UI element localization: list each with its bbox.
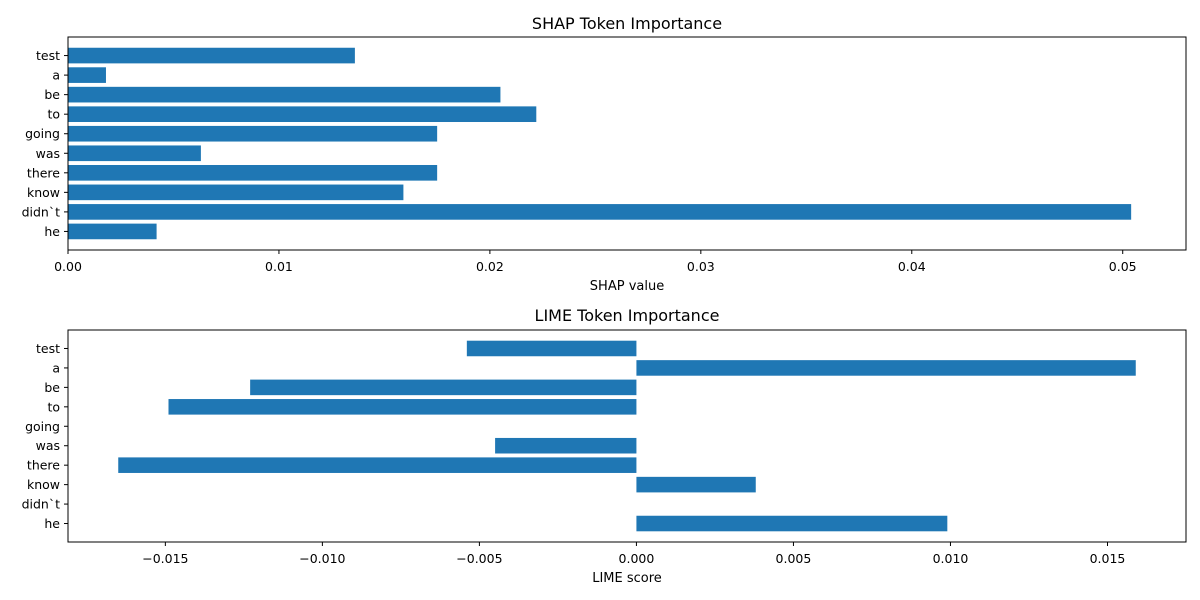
x-tick-label: 0.000	[619, 551, 655, 566]
x-tick-label: 0.00	[54, 259, 82, 274]
x-tick-label: −0.010	[299, 551, 345, 566]
bar-to	[168, 399, 637, 415]
bar-didnt	[68, 204, 1132, 220]
y-tick-label: a	[52, 360, 60, 375]
x-axis-label: LIME score	[592, 571, 662, 586]
x-tick-label: 0.03	[687, 259, 715, 274]
y-tick-label: he	[44, 224, 60, 239]
x-axis-label: SHAP value	[590, 279, 664, 294]
y-tick-label: didn`t	[22, 204, 61, 219]
y-tick-label: going	[25, 419, 60, 434]
y-tick-label: didn`t	[22, 497, 61, 512]
x-tick-label: 0.010	[933, 551, 969, 566]
bar-a	[636, 360, 1136, 376]
bar-going	[68, 125, 438, 142]
bar-there	[68, 164, 438, 181]
y-tick-label: be	[44, 380, 60, 395]
x-tick-label: 0.005	[776, 551, 812, 566]
bar-know	[68, 184, 404, 201]
chart-title: SHAP Token Importance	[532, 14, 722, 33]
y-tick-label: a	[52, 68, 60, 83]
bar-be	[250, 379, 637, 396]
y-tick-label: test	[36, 341, 60, 356]
bar-there	[118, 457, 637, 473]
x-tick-label: 0.02	[476, 259, 504, 274]
x-tick-label: 0.05	[1109, 259, 1137, 274]
bar-he	[68, 223, 157, 240]
x-tick-label: −0.005	[456, 551, 502, 566]
y-tick-label: there	[27, 458, 60, 473]
y-tick-label: be	[44, 87, 60, 102]
bar-test	[466, 340, 637, 357]
bar-he	[636, 515, 948, 532]
bar-be	[68, 86, 501, 103]
plot-frame	[67, 36, 1187, 251]
chart-panel-2: he didn`t know there was going to be a test −0.015…	[22, 306, 1187, 586]
y-tick-label: to	[47, 107, 60, 122]
y-tick-label: know	[27, 185, 60, 200]
bar-know	[636, 476, 756, 493]
y-tick-label: test	[36, 48, 60, 63]
plot-frame	[67, 329, 1187, 543]
y-tick-label: know	[27, 477, 60, 492]
chart-title: LIME Token Importance	[535, 306, 720, 325]
y-tick-label: there	[27, 165, 60, 180]
bar-a	[68, 67, 106, 83]
x-tick-label: −0.015	[142, 551, 188, 566]
x-tick-label: 0.01	[265, 259, 293, 274]
y-tick-label: was	[36, 146, 60, 161]
y-tick-label: he	[44, 516, 60, 531]
y-tick-label: was	[36, 438, 60, 453]
y-tick-label: to	[47, 399, 60, 414]
bar-was	[68, 145, 201, 162]
x-tick-label: 0.015	[1090, 551, 1126, 566]
chart-panel-1: he didn`t know there was going to be a test 0.00 0.…	[22, 14, 1187, 294]
y-tick-label: going	[25, 126, 60, 141]
bar-was	[495, 437, 637, 454]
bar-to	[68, 106, 537, 123]
x-tick-label: 0.04	[898, 259, 926, 274]
bar-test	[68, 47, 355, 64]
